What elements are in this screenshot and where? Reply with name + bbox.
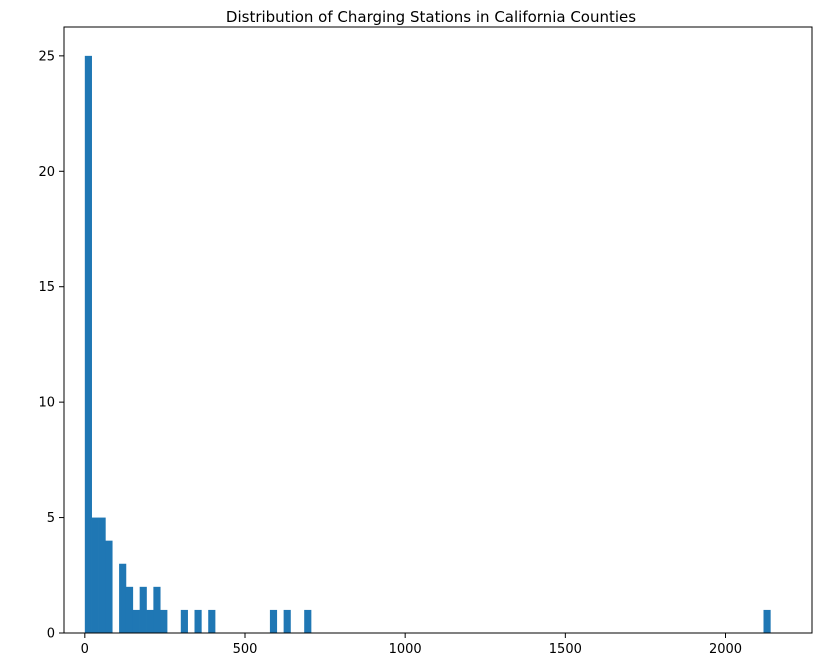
histogram-bar (160, 609, 168, 633)
y-tick-label: 25 (38, 49, 55, 64)
histogram-bar (180, 609, 188, 633)
x-axis: 0 500 1000 1500 2000 (81, 633, 742, 657)
y-tick-label: 15 (38, 280, 55, 295)
histogram-bar (153, 586, 161, 633)
histogram-bar (98, 517, 106, 633)
y-tick-label: 20 (38, 165, 55, 180)
histogram-bar (283, 609, 291, 633)
histogram-bar (208, 609, 216, 633)
bars-group (84, 55, 771, 634)
histogram-bar (105, 540, 113, 633)
histogram-bar (304, 609, 312, 633)
histogram-bar (125, 586, 134, 633)
x-tick-label: 2000 (709, 642, 742, 657)
x-tick-label: 0 (81, 642, 89, 657)
histogram-bar (119, 563, 127, 633)
y-tick-label: 5 (47, 511, 55, 526)
histogram-bar (91, 517, 99, 633)
histogram-bar (146, 609, 154, 633)
histogram-bar (194, 609, 202, 633)
y-tick-label: 10 (38, 396, 55, 411)
chart-title: Distribution of Charging Stations in Cal… (226, 8, 636, 26)
histogram-bar (139, 586, 147, 633)
histogram-bar (763, 609, 771, 633)
x-tick-label: 1500 (549, 642, 582, 657)
x-tick-label: 1000 (389, 642, 422, 657)
y-tick-label: 0 (47, 627, 55, 642)
y-axis: 0 5 10 15 20 25 (38, 49, 64, 642)
histogram-bar (132, 609, 140, 633)
histogram-bar (84, 55, 92, 634)
histogram-bar (269, 609, 278, 633)
x-tick-label: 500 (233, 642, 258, 657)
plot-frame (63, 26, 813, 634)
